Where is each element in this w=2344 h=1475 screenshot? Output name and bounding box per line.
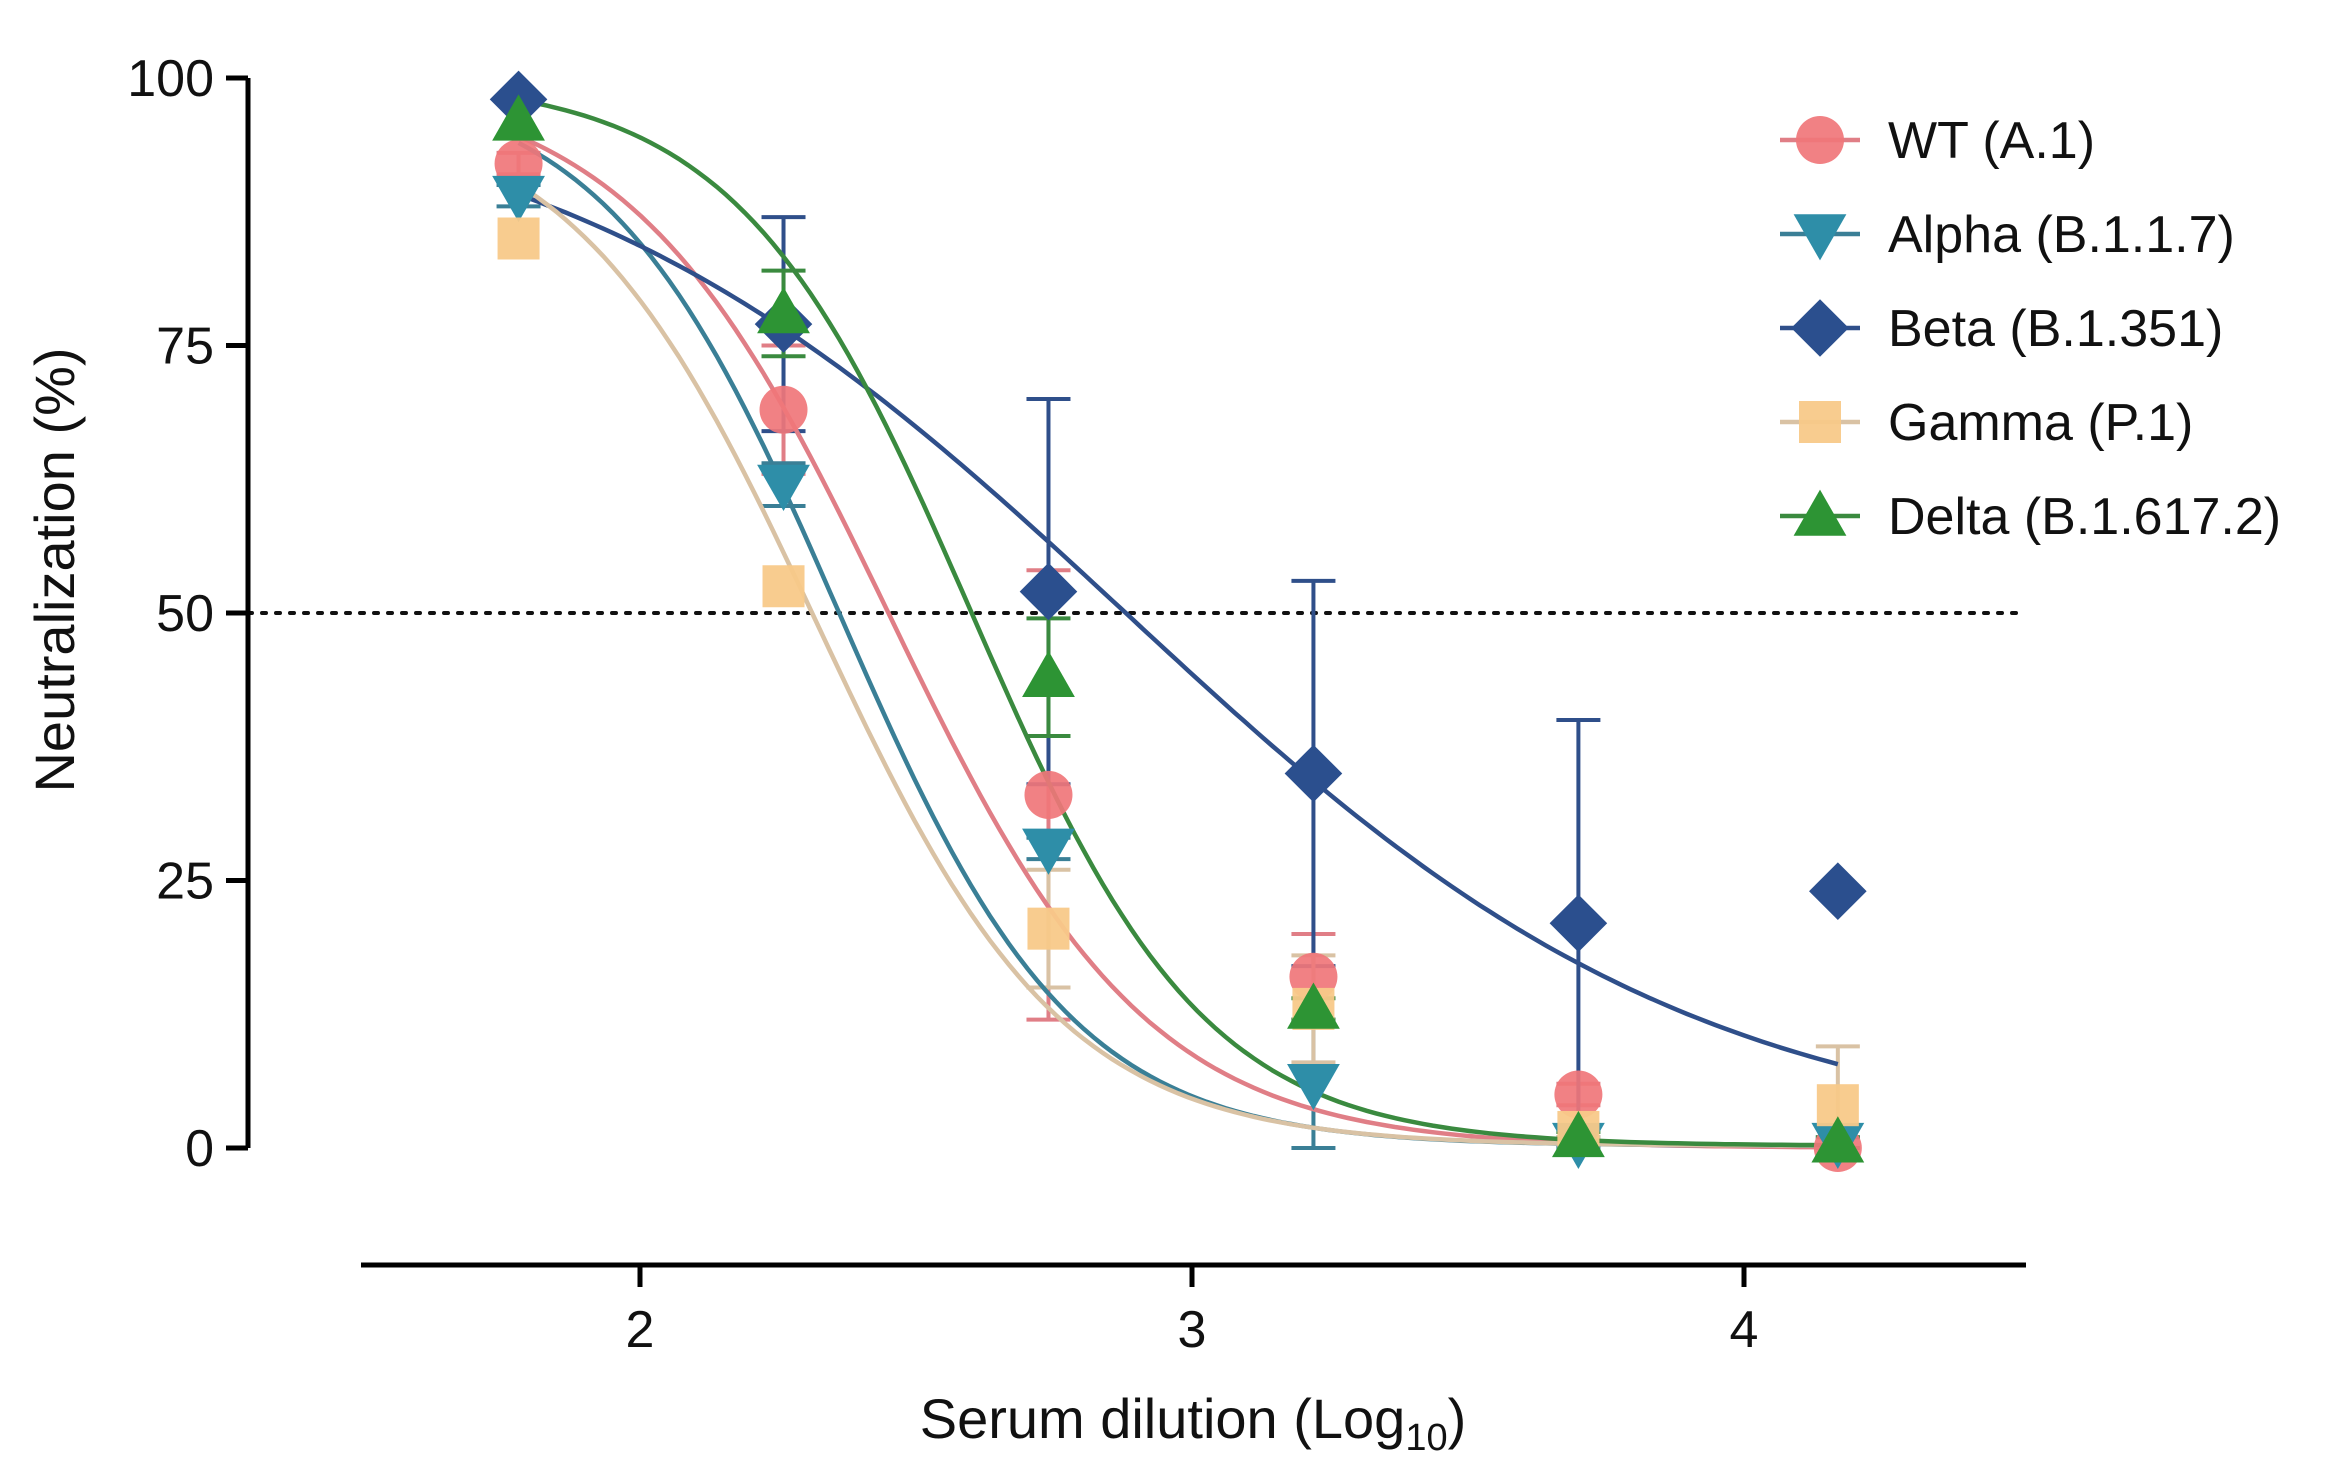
legend-wt-marker: [1796, 116, 1844, 164]
y-tick-label: 100: [127, 50, 214, 108]
y-axis-title: Neutralization (%): [23, 347, 86, 792]
fit-curves-layer: [517, 97, 1839, 1150]
beta-point-marker: [1809, 862, 1867, 920]
markers-layer: [489, 70, 1867, 1172]
delta-point-marker: [1022, 650, 1075, 697]
x-tick-label: 3: [1178, 1301, 1207, 1359]
legend-label-beta: Beta (B.1.351): [1888, 300, 2223, 358]
legend-label-delta: Delta (B.1.617.2): [1888, 488, 2281, 546]
beta-fit-curve: [517, 192, 1839, 1067]
y-tick-label: 25: [156, 853, 214, 911]
x-axis-title: Serum dilution (Log10): [920, 1387, 1467, 1459]
legend-alpha-marker: [1793, 214, 1847, 261]
x-axis-title-subscript: 10: [1405, 1417, 1447, 1459]
legend-item-alpha: Alpha (B.1.1.7): [1780, 206, 2235, 264]
legend: WT (A.1) Alpha (B.1.1.7) Beta (B.1.351) Gam…: [1780, 112, 2281, 546]
wt-point-marker: [494, 139, 543, 188]
beta-point-marker: [1019, 562, 1078, 621]
alpha-point-marker: [757, 464, 810, 511]
legend-delta-marker: [1793, 489, 1847, 536]
y-tick-label: 75: [156, 318, 214, 376]
legend-item-delta: Delta (B.1.617.2): [1780, 488, 2281, 546]
beta-point-marker: [1549, 894, 1608, 953]
delta-fit-curve: [518, 97, 1838, 1148]
y-tick-label: 50: [156, 585, 214, 643]
x-axis-title-close: ): [1448, 1387, 1467, 1450]
x-tick-label: 4: [1730, 1301, 1759, 1359]
wt-point-marker: [1024, 770, 1073, 819]
x-tick-label: 2: [626, 1301, 655, 1359]
gamma-point-marker: [1027, 907, 1070, 950]
delta-point-marker: [1287, 982, 1340, 1029]
legend-item-beta: Beta (B.1.351): [1780, 299, 2223, 358]
legend-label-wt: WT (A.1): [1888, 112, 2095, 170]
delta-point-marker: [757, 287, 810, 334]
delta-point-marker: [1811, 1116, 1865, 1163]
alpha-point-marker: [492, 175, 545, 223]
x-axis-title-main: Serum dilution (Log: [920, 1387, 1406, 1450]
legend-gamma-marker: [1799, 401, 1841, 443]
gamma-point-marker: [762, 565, 805, 608]
alpha-point-marker: [1287, 1064, 1340, 1111]
legend-label-gamma: Gamma (P.1): [1888, 394, 2193, 452]
delta-point-marker: [1552, 1110, 1605, 1158]
gamma-fit-curve: [517, 182, 1838, 1148]
gamma-point-marker: [497, 217, 540, 260]
axes-layer: 0 25 50 75 100 2 3 4: [127, 50, 2026, 1359]
legend-item-gamma: Gamma (P.1): [1780, 394, 2193, 452]
legend-beta-marker: [1791, 299, 1849, 357]
legend-label-alpha: Alpha (B.1.1.7): [1888, 206, 2235, 264]
alpha-point-marker: [1022, 828, 1075, 875]
legend-item-wt: WT (A.1): [1780, 112, 2095, 170]
wt-point-marker: [759, 385, 808, 434]
beta-point-marker: [1284, 744, 1343, 803]
wt-point-marker: [1554, 1070, 1603, 1119]
delta-point-marker: [492, 94, 545, 141]
y-tick-label: 0: [185, 1120, 214, 1178]
